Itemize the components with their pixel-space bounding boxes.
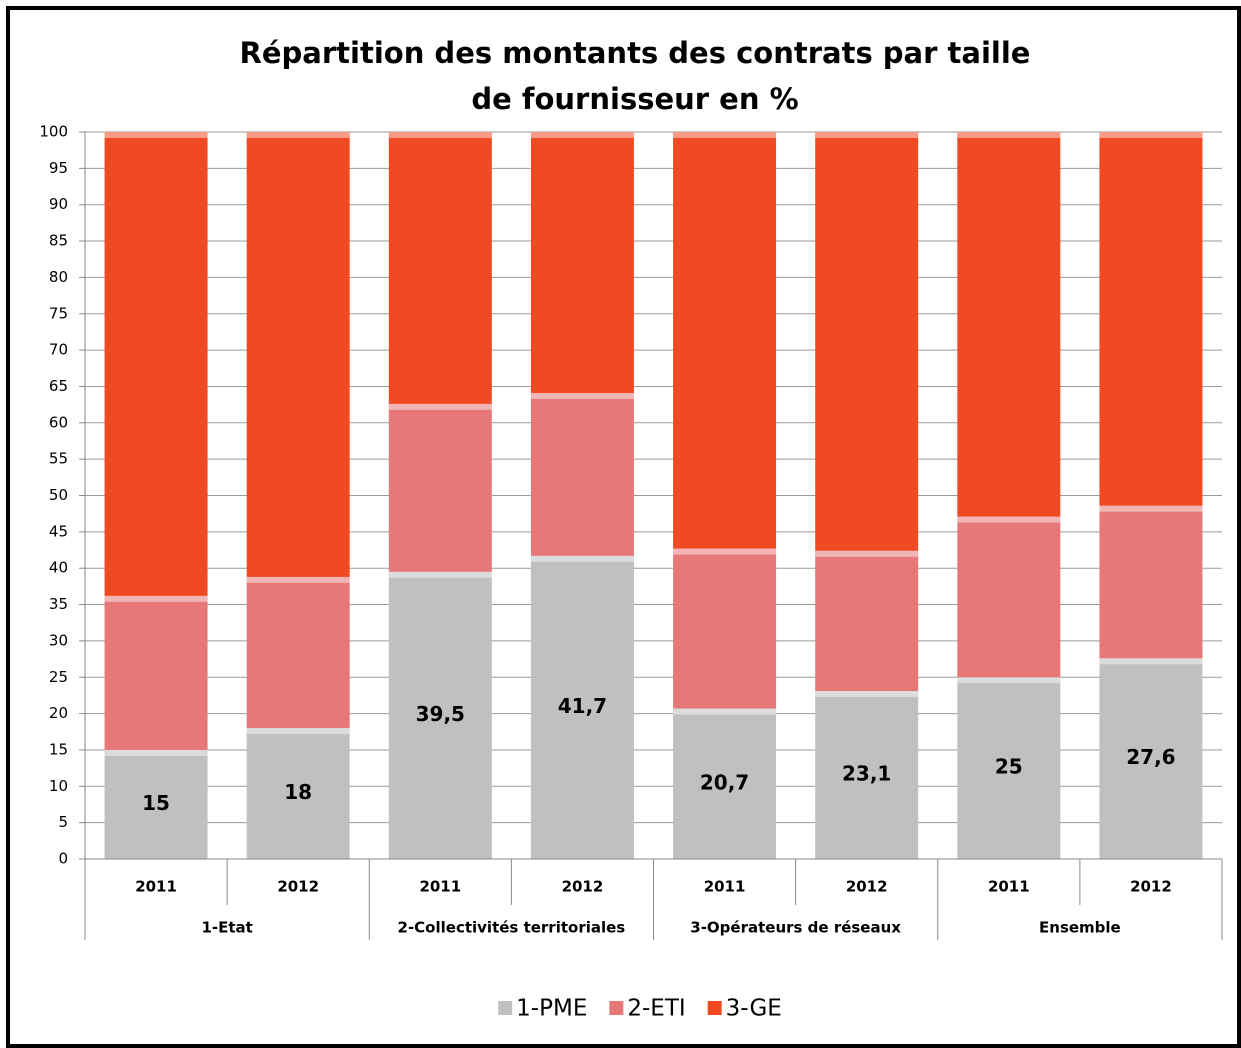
data-label: 23,1	[842, 762, 891, 786]
bar-segment	[815, 691, 919, 859]
bar-highlight	[104, 132, 208, 138]
y-tick-label: 35	[49, 595, 68, 613]
x-tick-label: 2011	[419, 878, 461, 896]
bar-highlight	[1099, 658, 1203, 665]
bar-segment	[1099, 658, 1203, 859]
bar-highlight	[388, 571, 492, 578]
y-tick-label: 40	[49, 559, 68, 577]
bar-highlight	[530, 555, 634, 562]
bar-segment	[957, 677, 1061, 859]
y-tick-label: 50	[49, 486, 68, 504]
x-tick-label: 2011	[988, 878, 1030, 896]
bar-segment	[104, 595, 208, 750]
x-tick-label: 2012	[846, 878, 888, 896]
y-tick-label: 15	[49, 740, 68, 758]
group-label: 2-Collectivités territoriales	[398, 919, 626, 937]
bar-segment	[530, 392, 634, 556]
bar-highlight	[815, 132, 919, 138]
bar-segment	[957, 516, 1061, 678]
x-tick-label: 2011	[135, 878, 177, 896]
data-label: 20,7	[700, 770, 749, 794]
bar-segment	[104, 749, 208, 859]
y-tick-label: 5	[58, 813, 68, 831]
data-label: 25	[995, 755, 1023, 779]
y-tick-label: 0	[58, 850, 68, 868]
bar-segment	[530, 132, 634, 393]
bar-segment	[104, 132, 208, 596]
bar-highlight	[815, 691, 919, 698]
y-tick-label: 100	[39, 123, 68, 141]
bar-segment	[246, 576, 350, 729]
y-tick-label: 90	[49, 195, 68, 213]
legend-label: 2-ETI	[627, 996, 685, 1022]
bar-segment	[815, 132, 919, 551]
y-tick-label: 20	[49, 704, 68, 722]
bar-segment	[957, 132, 1061, 517]
bar-highlight	[673, 548, 777, 555]
y-tick-label: 65	[49, 377, 68, 395]
bar-highlight	[530, 392, 634, 399]
bar-highlight	[957, 516, 1061, 523]
frame	[6, 6, 1241, 1048]
group-label: Ensemble	[1039, 919, 1121, 937]
bar-segment	[673, 132, 777, 549]
bar-segment	[246, 132, 350, 577]
bar-segment	[388, 403, 492, 572]
bar-segment	[388, 571, 492, 859]
bar-highlight	[104, 749, 208, 756]
bar-segment	[388, 132, 492, 404]
bar-segment	[673, 548, 777, 709]
data-label: 39,5	[416, 702, 465, 726]
group-label: 1-Etat	[201, 919, 252, 937]
bar-highlight	[815, 550, 919, 557]
bar-highlight	[388, 132, 492, 138]
y-tick-label: 80	[49, 268, 68, 286]
legend-label: 3-GE	[726, 996, 782, 1022]
bar-highlight	[673, 132, 777, 138]
legend-swatch	[609, 1001, 624, 1015]
y-tick-label: 10	[49, 777, 68, 795]
bar-highlight	[388, 403, 492, 410]
y-tick-label: 75	[49, 304, 68, 322]
data-label: 15	[142, 791, 170, 815]
bar-highlight	[246, 728, 350, 735]
bar-segment	[1099, 505, 1203, 659]
x-tick-label: 2012	[562, 878, 604, 896]
bar-highlight	[1099, 505, 1203, 512]
bar-highlight	[957, 677, 1061, 684]
y-tick-label: 45	[49, 522, 68, 540]
data-label: 18	[284, 780, 312, 804]
x-tick-label: 2012	[277, 878, 319, 896]
bar-highlight	[957, 132, 1061, 138]
bar-highlight	[673, 708, 777, 715]
group-label: 3-Opérateurs de réseaux	[690, 919, 901, 937]
bar-segment	[815, 550, 919, 692]
y-tick-label: 85	[49, 232, 68, 250]
bar-highlight	[104, 595, 208, 602]
bar-highlight	[246, 132, 350, 138]
bar-highlight	[246, 576, 350, 583]
y-tick-label: 25	[49, 668, 68, 686]
chart-title: Répartition des montants des contrats pa…	[239, 36, 1031, 116]
x-tick-label: 2011	[704, 878, 746, 896]
y-tick-label: 60	[49, 413, 68, 431]
y-tick-label: 70	[49, 341, 68, 359]
data-label: 27,6	[1126, 745, 1175, 769]
x-tick-label: 2012	[1130, 878, 1172, 896]
bar-highlight	[530, 132, 634, 138]
bar-segment	[1099, 132, 1203, 506]
y-tick-label: 95	[49, 159, 68, 177]
bar-segment	[530, 555, 634, 859]
bar-highlight	[1099, 132, 1203, 138]
bar-segment	[673, 708, 777, 859]
legend-swatch	[498, 1001, 513, 1015]
y-tick-label: 30	[49, 631, 68, 649]
y-tick-label: 55	[49, 450, 68, 468]
bar-segment	[246, 728, 350, 859]
legend-label: 1-PME	[516, 996, 587, 1022]
data-label: 41,7	[558, 694, 607, 718]
legend-swatch	[707, 1001, 722, 1015]
